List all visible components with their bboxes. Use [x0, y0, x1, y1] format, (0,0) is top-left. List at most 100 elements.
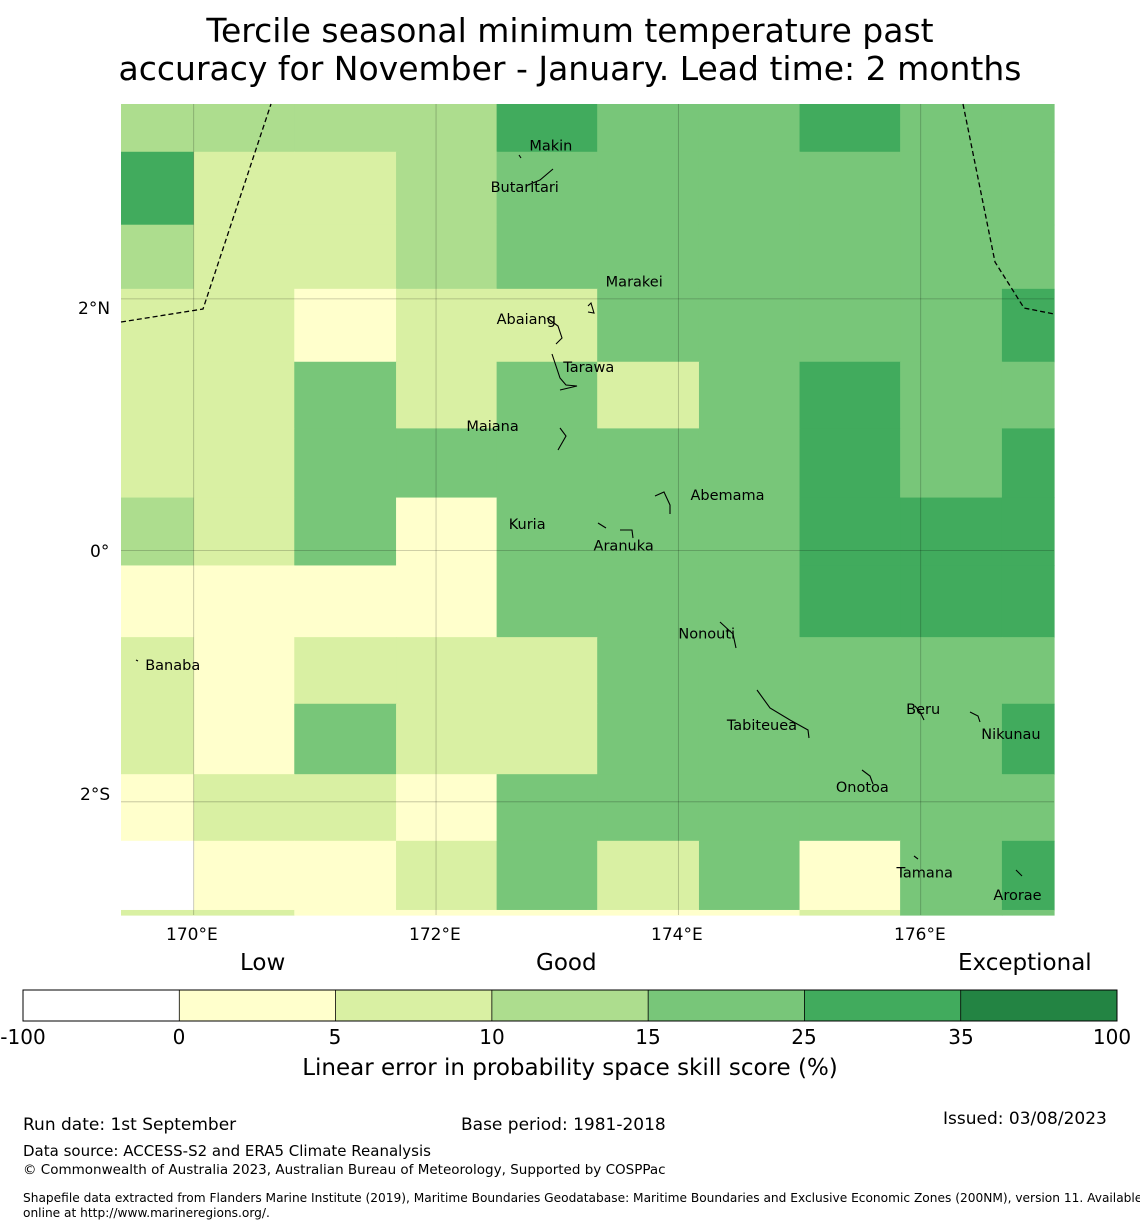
skill-cell: [698, 104, 801, 153]
island-coastline: [597, 522, 607, 529]
skill-cell: [597, 909, 700, 916]
skill-cell: [698, 840, 801, 911]
colorbar-tick: 10: [479, 1025, 505, 1049]
skill-cell: [900, 361, 1003, 429]
eez-boundary: [120, 103, 1055, 323]
colorbar-segment: [179, 990, 337, 1021]
place-label: Makin: [529, 139, 572, 155]
colorbar-segment: [23, 990, 180, 1021]
skill-cell: [799, 909, 901, 916]
colorbar-segment: [335, 990, 493, 1021]
skill-cell: [900, 774, 1003, 842]
skill-cell: [294, 361, 397, 429]
colorbar-tick: 15: [635, 1025, 661, 1049]
run-date: Run date: 1st September: [23, 1115, 237, 1135]
skill-cell: [121, 104, 195, 153]
skill-cell: [1001, 104, 1055, 153]
title-line-1: Tercile seasonal minimum temperature pas…: [206, 11, 934, 50]
colorbar-tick: 25: [791, 1025, 817, 1049]
skill-cell: [396, 909, 498, 916]
skill-cell: [799, 703, 901, 775]
issued-date: Issued: 03/08/2023: [943, 1109, 1107, 1129]
chart-title: Tercile seasonal minimum temperature pas…: [0, 12, 1140, 88]
base-period: Base period: 1981-2018: [461, 1115, 666, 1135]
skill-cell: [193, 909, 295, 916]
skill-cell: [294, 840, 397, 911]
skill-cell: [900, 224, 1003, 290]
skill-cell: [396, 288, 498, 363]
island-coastline: [527, 168, 554, 186]
place-label: Tarawa: [562, 360, 614, 376]
skill-cell: [193, 428, 295, 499]
skill-cell: [597, 637, 700, 705]
skill-cell: [799, 774, 901, 842]
skill-cell: [396, 703, 498, 775]
skill-cell: [799, 497, 901, 567]
skill-cell: [294, 497, 397, 567]
skill-cell: [294, 774, 397, 842]
skill-cell: [1001, 703, 1055, 775]
skill-cell: [396, 565, 498, 638]
place-label: Aranuka: [594, 538, 654, 554]
skill-cell: [496, 224, 598, 290]
lat-tick-2s: 2°S: [80, 785, 111, 805]
place-label: Abaiang: [497, 312, 556, 328]
colorbar-tick: -100: [0, 1025, 46, 1049]
island-coastline: [861, 769, 874, 785]
skill-cell: [1001, 361, 1055, 429]
skill-cell: [900, 497, 1003, 567]
skill-cell: [193, 637, 295, 705]
skill-cell: [496, 909, 598, 916]
island-coastline: [546, 317, 563, 345]
skill-cell: [799, 637, 901, 705]
skill-cell: [597, 840, 700, 911]
skill-cell: [900, 151, 1003, 226]
skill-cell: [1001, 428, 1055, 499]
skill-cell: [900, 637, 1003, 705]
island-coastline: [914, 705, 925, 721]
skill-cell: [121, 288, 195, 363]
skill-cell: [496, 288, 598, 363]
skill-cell: [294, 428, 397, 499]
lon-tick-170e: 170°E: [166, 925, 218, 945]
skill-cell: [496, 151, 598, 226]
skill-cell: [396, 104, 498, 153]
island-coastline: [551, 353, 578, 391]
colorbar-segment: [960, 990, 1118, 1021]
island-coastline: [719, 621, 737, 649]
title-line-2: accuracy for November - January. Lead ti…: [118, 49, 1022, 88]
place-labels: Makin Butaritari Marakei Abaiang Tarawa Maian…: [145, 139, 1041, 904]
skill-cell: [496, 361, 598, 429]
skill-cell: [193, 361, 295, 429]
skill-cell: [1001, 840, 1055, 911]
island-coastline: [913, 855, 919, 860]
skill-cell: [698, 151, 801, 226]
skill-cell: [1001, 774, 1055, 842]
island-coastline: [135, 659, 139, 662]
skill-cell: [294, 151, 397, 226]
colorbar-tick: 100: [1092, 1025, 1132, 1049]
skill-cell: [900, 565, 1003, 638]
skill-cell: [597, 428, 700, 499]
skill-cell: [496, 703, 598, 775]
skill-cell: [1001, 637, 1055, 705]
skill-cell: [294, 288, 397, 363]
skill-cell: [294, 909, 397, 916]
coastlines: [135, 154, 1023, 877]
skill-cell: [396, 497, 498, 567]
skill-cell: [799, 104, 901, 153]
skill-cell: [597, 361, 700, 429]
place-label: Tamana: [895, 865, 952, 881]
colorbar-segment: [491, 990, 649, 1021]
place-label: Abemama: [690, 488, 764, 504]
island-coastline: [557, 427, 567, 451]
skill-cell: [799, 840, 901, 911]
skill-grid: [121, 104, 1055, 916]
skill-cell: [698, 565, 801, 638]
skill-cell: [193, 151, 295, 226]
skill-cell: [597, 288, 700, 363]
place-label: Kuria: [509, 517, 546, 533]
skill-cell: [193, 224, 295, 290]
skill-cell: [597, 703, 700, 775]
skill-cell: [496, 637, 598, 705]
